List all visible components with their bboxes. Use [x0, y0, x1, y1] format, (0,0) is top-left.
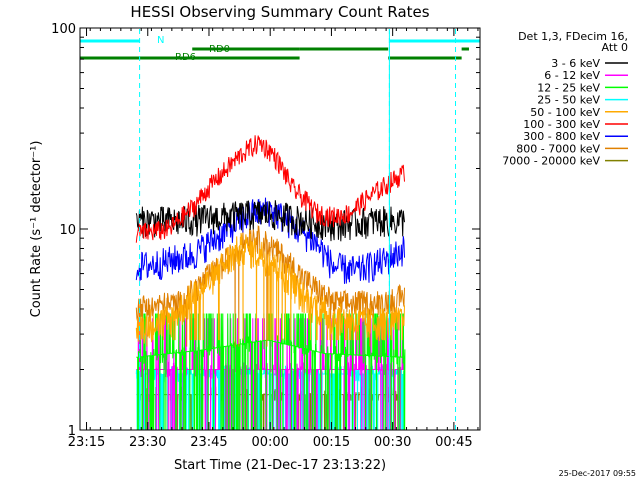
- vertical-markers-layer: [139, 29, 457, 430]
- legend-entry-label: 800 - 7000 keV: [516, 142, 600, 155]
- x-tick-label: 00:45: [435, 435, 472, 450]
- series-line-5: [135, 135, 405, 243]
- series-layer: [135, 135, 406, 431]
- status-label-rd6: RD6: [175, 52, 196, 63]
- chart-title: HESSI Observing Summary Count Rates: [130, 3, 429, 21]
- legend-entry-label: 300 - 800 keV: [523, 130, 600, 143]
- x-tick-label: 23:15: [68, 435, 105, 450]
- x-tick-label: 00:30: [374, 435, 411, 450]
- x-tick-label: 23:45: [190, 435, 227, 450]
- y-tick-label: 10: [59, 223, 76, 238]
- legend-entry-label: 6 - 12 keV: [544, 69, 600, 82]
- x-axis-label: Start Time (21-Dec-17 23:13:22): [174, 458, 386, 473]
- status-bars-layer: N RD0 RD6: [80, 35, 480, 63]
- series-line-0: [135, 200, 405, 242]
- legend-entry-label: 7000 - 20000 keV: [502, 155, 600, 168]
- x-tick-label: 00:15: [313, 435, 350, 450]
- status-label-rd0: RD0: [209, 44, 230, 55]
- y-tick-label: 100: [51, 22, 76, 37]
- series-line-6: [135, 197, 405, 284]
- legend-header-line-1: Det 1,3, FDecim 16,: [518, 30, 628, 43]
- footer-date: 25-Dec-2017 09:55: [559, 469, 636, 478]
- legend-entry-label: 25 - 50 keV: [537, 94, 600, 107]
- x-tick-label: 00:00: [251, 435, 288, 450]
- legend-entry-label: 100 - 300 keV: [523, 118, 600, 131]
- y-axis-label: Count Rate (s⁻¹ detector⁻¹): [29, 141, 44, 318]
- series-line-4: [135, 232, 405, 344]
- x-tick-label: 23:30: [129, 435, 166, 450]
- legend-header-line-2: Att 0: [602, 41, 628, 54]
- status-label-n: N: [157, 35, 164, 46]
- legend-entry-label: 3 - 6 keV: [551, 57, 600, 70]
- y-tick-label: 1: [68, 424, 76, 439]
- axes-layer: 23:15 23:30 23:45 00:00 00:15 00:30 00:45 1 10 10…: [51, 22, 480, 450]
- legend-entry-label: 50 - 100 keV: [530, 106, 600, 119]
- legend-entry-label: 12 - 25 keV: [537, 81, 600, 94]
